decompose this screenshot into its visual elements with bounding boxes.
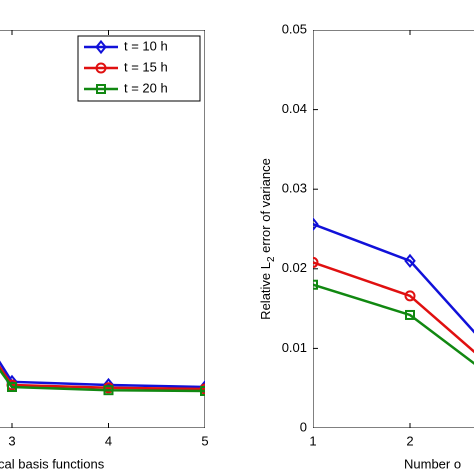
legend-marker [95,62,107,74]
series-line [313,261,474,354]
x-tick-label: 2 [406,433,413,448]
data-point [405,309,415,320]
axes-frame [313,30,474,428]
legend-label: t = 15 h [124,59,168,74]
data-point [313,217,319,232]
x-tick-label: 1 [309,433,316,448]
x-axis-label: cal basis functions [0,456,105,471]
x-tick-label: 4 [105,433,112,448]
x-tick-label: 3 [8,433,15,448]
data-point [103,385,114,396]
legend-marker [95,39,107,55]
y-tick-label: 0.03 [282,181,307,196]
y-tick-label: 0.05 [282,21,307,36]
y-axis-label-part: Relative L [258,262,273,320]
plot-area [0,30,205,428]
plot-area [313,30,474,428]
y-tick-label: 0.02 [282,260,307,275]
legend-label: t = 20 h [124,80,168,95]
series-line [313,223,474,334]
x-axis-label: Number o [404,456,461,471]
series-line [0,368,205,393]
legend-marker [96,84,106,94]
data-point [7,382,17,393]
data-point [404,290,416,302]
x-tick-label: 5 [201,433,208,448]
y-axis-label: Relative L2 error of variance [258,158,276,320]
legend-label: t = 10 h [124,38,168,53]
series-line [313,283,474,365]
data-point [313,279,318,290]
y-axis-label-part: 2 [266,256,277,262]
data-point [200,385,205,396]
y-axis-label-part: error of variance [258,158,273,256]
series-line [0,360,205,389]
y-tick-label: 0.04 [282,101,307,116]
series-line [0,365,205,391]
data-point [404,253,416,268]
y-tick-label: 0.01 [282,340,307,355]
data-point [313,256,319,268]
y-tick-label: 0 [300,419,307,434]
